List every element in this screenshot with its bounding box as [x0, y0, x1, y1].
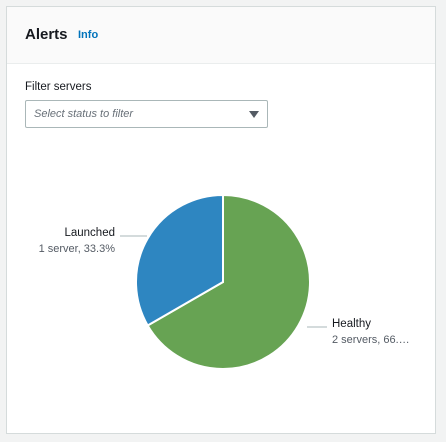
panel-title: Alerts — [25, 26, 68, 43]
select-placeholder: Select status to filter — [34, 108, 134, 120]
alerts-panel: Alerts Info Filter servers Select status… — [6, 6, 436, 434]
slice-detail-launched: 1 server, 33.3% — [39, 243, 116, 255]
slice-label-healthy: Healthy — [332, 318, 371, 330]
pie-slice-healthy[interactable] — [146, 193, 311, 370]
filter-label: Filter servers — [25, 81, 92, 93]
pie-slice-launched[interactable] — [135, 193, 224, 327]
info-link[interactable]: Info — [78, 29, 99, 41]
pie-chart: Healthy 2 servers, 66.… Launched 1 server, … — [39, 193, 410, 370]
slice-label-launched: Launched — [64, 227, 115, 239]
caret-down-icon — [249, 111, 259, 118]
status-filter-select[interactable]: Select status to filter — [25, 100, 268, 128]
slice-detail-healthy: 2 servers, 66.… — [332, 334, 410, 346]
panel-header: Alerts Info — [7, 7, 435, 64]
